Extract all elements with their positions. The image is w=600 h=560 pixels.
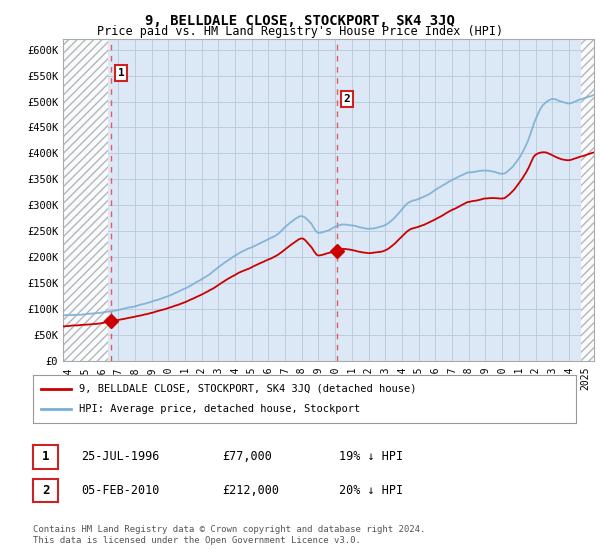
Text: 19% ↓ HPI: 19% ↓ HPI [339,450,403,463]
Text: 2: 2 [343,94,350,104]
Text: 05-FEB-2010: 05-FEB-2010 [81,483,160,497]
Text: HPI: Average price, detached house, Stockport: HPI: Average price, detached house, Stoc… [79,404,361,414]
Text: Contains HM Land Registry data © Crown copyright and database right 2024.
This d: Contains HM Land Registry data © Crown c… [33,525,425,545]
Text: 1: 1 [118,68,124,78]
Text: 25-JUL-1996: 25-JUL-1996 [81,450,160,463]
Text: 9, BELLDALE CLOSE, STOCKPORT, SK4 3JQ: 9, BELLDALE CLOSE, STOCKPORT, SK4 3JQ [145,14,455,28]
Bar [63,39,108,361]
Text: £212,000: £212,000 [222,483,279,497]
Text: 20% ↓ HPI: 20% ↓ HPI [339,483,403,497]
Text: £77,000: £77,000 [222,450,272,463]
Text: 1: 1 [42,450,49,464]
Bar [581,39,594,361]
Text: 9, BELLDALE CLOSE, STOCKPORT, SK4 3JQ (detached house): 9, BELLDALE CLOSE, STOCKPORT, SK4 3JQ (d… [79,384,416,394]
Text: Price paid vs. HM Land Registry's House Price Index (HPI): Price paid vs. HM Land Registry's House … [97,25,503,38]
Text: 2: 2 [42,484,49,497]
